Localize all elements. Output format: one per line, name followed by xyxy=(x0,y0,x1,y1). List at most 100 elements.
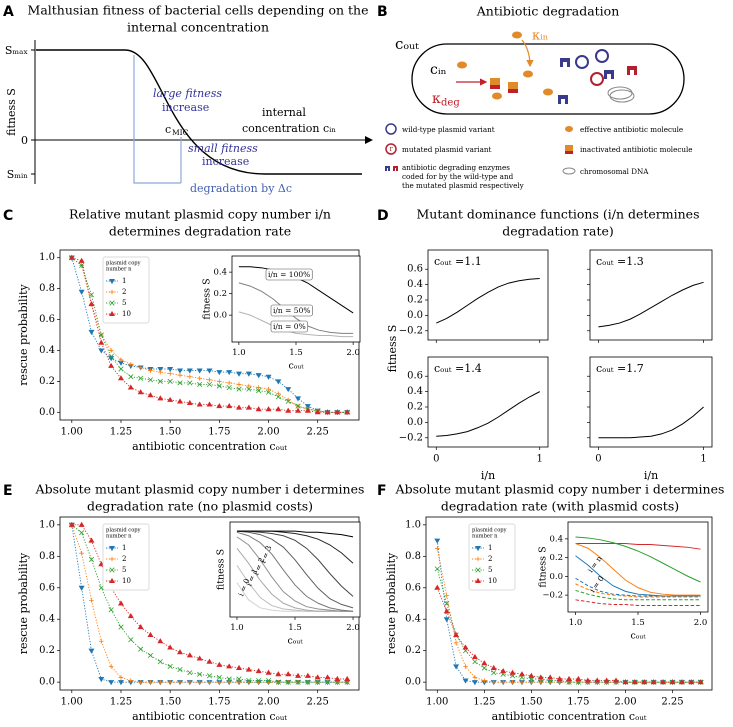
marker xyxy=(236,679,242,685)
x-tick-label: 2.25 xyxy=(307,697,329,708)
y-axis-label: rescue probability xyxy=(17,284,30,386)
marker xyxy=(108,362,115,368)
y-tick-label: 0.2 xyxy=(39,645,55,656)
marker xyxy=(285,407,292,413)
legend-marker xyxy=(109,545,115,552)
marker xyxy=(78,585,85,591)
y-tick-label: 0.2 xyxy=(405,645,421,656)
inactivated xyxy=(490,78,518,93)
marker xyxy=(117,375,124,381)
annotation: small fitness xyxy=(188,142,258,155)
marker xyxy=(118,357,124,363)
marker xyxy=(158,679,163,685)
marker xyxy=(529,679,534,685)
marker xyxy=(603,677,610,683)
panel-title: Absolute mutant plasmid copy number i de… xyxy=(35,482,365,497)
label: cᵢₙ xyxy=(430,62,447,78)
panel-title: Relative mutant plasmid copy number i/n xyxy=(69,207,331,222)
legend-marker xyxy=(109,310,115,317)
legend-icon xyxy=(565,126,573,132)
legend-icon xyxy=(565,145,573,152)
x-tick-label: 2.25 xyxy=(661,697,683,708)
marker xyxy=(216,383,222,389)
x-tick-label: 1.50 xyxy=(159,697,181,708)
marker xyxy=(688,679,695,685)
legend-label: 5 xyxy=(122,566,126,574)
y-tick-label: 0.6 xyxy=(405,582,421,593)
x-tick-label: 2.00 xyxy=(257,697,279,708)
marker xyxy=(304,672,311,678)
y-tick-label: 0.0 xyxy=(407,310,423,321)
data-line xyxy=(236,530,354,538)
marker xyxy=(462,678,469,684)
annotation-box xyxy=(270,304,313,317)
legend-text: coded for by the wild-type and xyxy=(402,172,514,181)
panel-title: Mutant dominance functions (i/n determin… xyxy=(416,207,699,222)
y-tick-label: 0.6 xyxy=(39,582,55,593)
x-tick-label: 1.25 xyxy=(110,697,132,708)
data-line xyxy=(575,543,701,550)
y-axis-label: rescue probability xyxy=(17,552,30,654)
marker xyxy=(453,664,460,670)
legend-label: 2 xyxy=(122,288,126,296)
y-tick-label: 0.6 xyxy=(407,371,423,382)
marker xyxy=(98,332,104,338)
marker xyxy=(434,538,441,544)
marker xyxy=(176,368,183,374)
marker xyxy=(98,348,105,354)
marker xyxy=(207,377,212,383)
marker xyxy=(108,354,114,360)
data-line xyxy=(575,583,701,598)
marker xyxy=(275,394,281,400)
marker xyxy=(236,676,242,682)
panel-title: Antibiotic degradation xyxy=(476,4,620,19)
legend-title: plasmid copy xyxy=(472,528,507,534)
marker xyxy=(315,679,321,685)
y-tick-label: 0.2 xyxy=(213,289,227,299)
data-line xyxy=(238,311,354,338)
marker xyxy=(226,403,233,409)
y-tick-label: 0.0 xyxy=(213,311,227,321)
marker xyxy=(196,368,203,374)
marker xyxy=(660,679,667,685)
marker xyxy=(434,584,441,590)
legend-icon xyxy=(393,166,398,171)
marker xyxy=(275,671,282,677)
panel-b: B Antibiotic degradation cₒᵤₜ cᵢₙ κᵢₙ κ … xyxy=(377,4,693,191)
marker xyxy=(305,679,311,685)
marker xyxy=(510,679,515,685)
x-tick-label: 1 xyxy=(537,454,543,465)
data-line xyxy=(236,531,354,612)
panel-label: B xyxy=(377,4,388,20)
marker xyxy=(472,659,478,665)
x-tick-label: 2.0 xyxy=(346,348,360,358)
antibiotics xyxy=(457,31,553,100)
x-tick-label: 1.5 xyxy=(289,348,303,358)
x-tick-label: 1.0 xyxy=(569,618,583,628)
y-tick-label: 1.0 xyxy=(39,519,55,530)
y-tick-label: 0.8 xyxy=(39,551,55,562)
legend-text: antibiotic degrading enzymes xyxy=(402,163,510,172)
data-line xyxy=(71,524,348,680)
marker xyxy=(177,372,183,378)
marker xyxy=(443,617,450,623)
marker xyxy=(206,368,213,374)
annotation-box xyxy=(265,268,313,281)
panel-label: F xyxy=(377,483,387,499)
marker xyxy=(128,374,134,380)
marker xyxy=(68,254,75,260)
marker xyxy=(246,386,252,392)
marker xyxy=(245,404,252,410)
marker xyxy=(481,660,488,666)
marker xyxy=(246,383,252,389)
marker xyxy=(275,379,282,385)
marker xyxy=(157,659,163,665)
annotation: increase xyxy=(202,155,249,168)
level-label: Sₘₐₓ xyxy=(5,44,29,57)
y-label: fitness S xyxy=(5,88,18,136)
data-line xyxy=(71,524,348,683)
data-line xyxy=(436,391,540,437)
marker xyxy=(148,368,153,373)
marker xyxy=(176,398,183,404)
legend-marker xyxy=(109,556,115,562)
